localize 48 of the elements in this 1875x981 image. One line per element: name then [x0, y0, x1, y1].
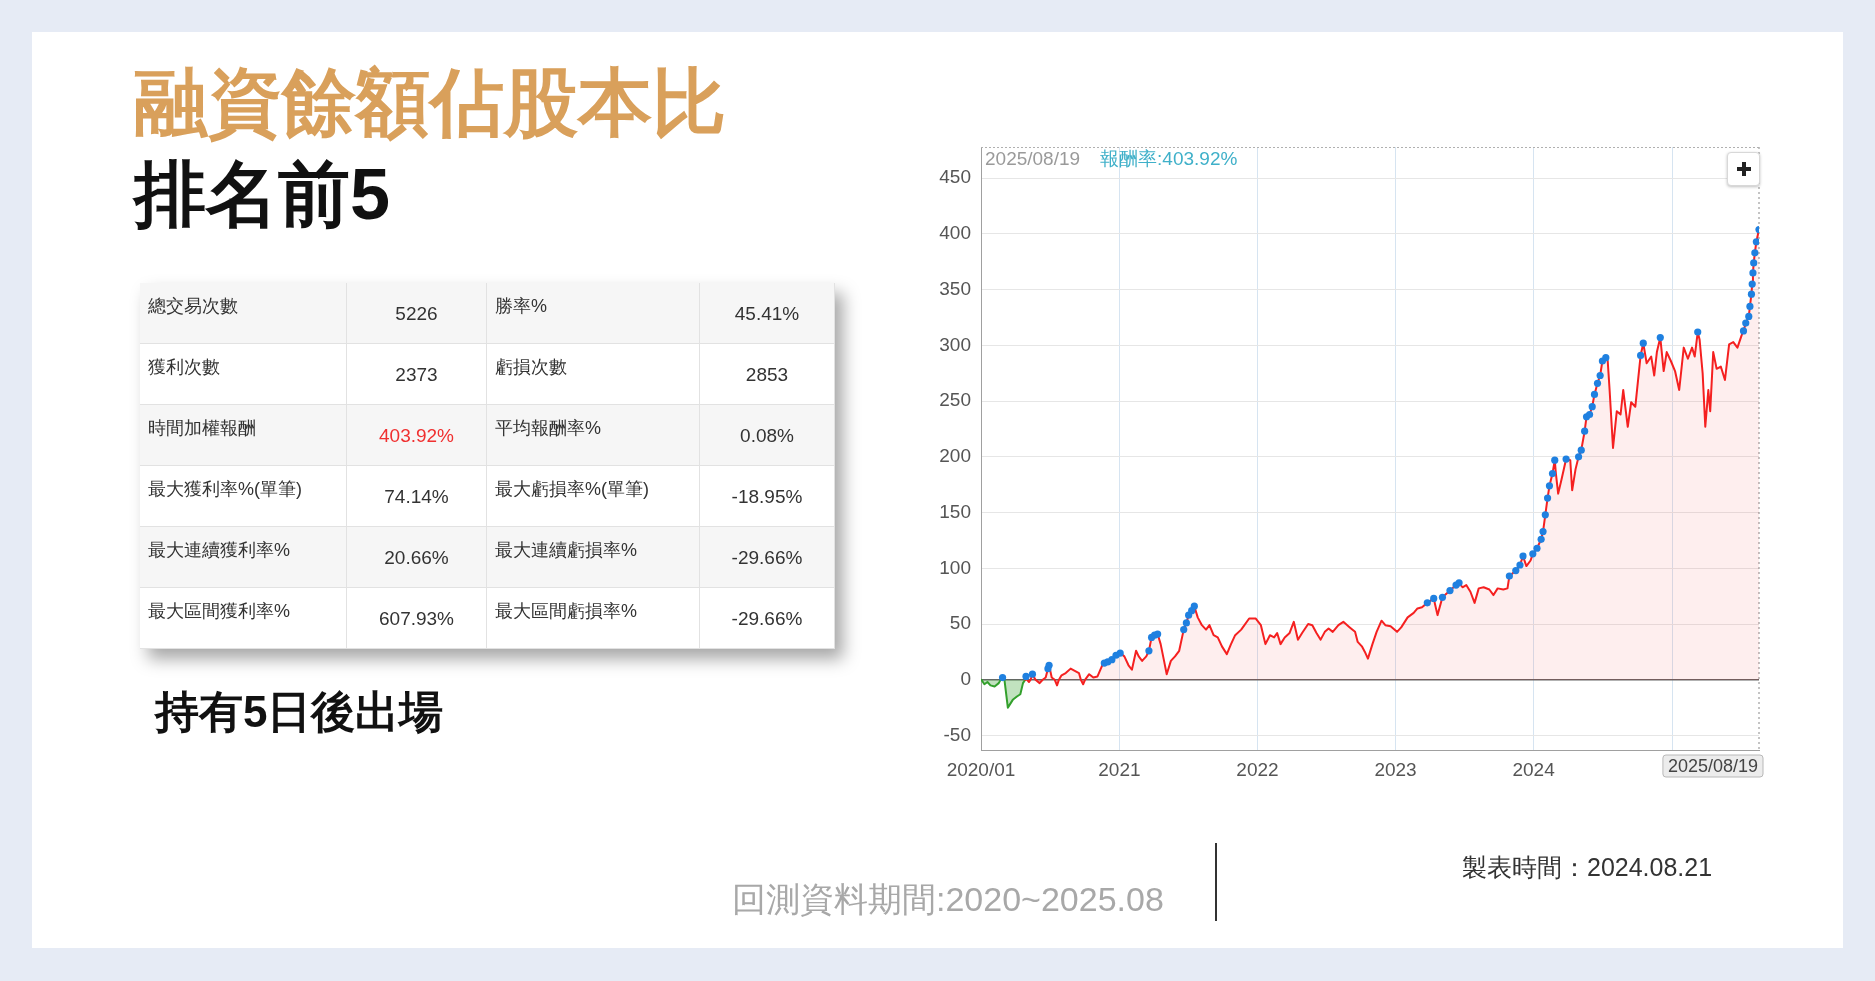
text: 403.92% — [378, 425, 455, 447]
y-tick-label: 0 — [960, 668, 971, 690]
text: 最大虧損率%(單筆) — [495, 478, 649, 501]
y-tick-label: 50 — [949, 612, 971, 634]
y-tick-label: 450 — [939, 166, 971, 188]
text: 5226 — [395, 303, 438, 325]
text: 20.66% — [384, 547, 449, 569]
y-tick-label: 150 — [939, 500, 971, 522]
text: 虧損次數 — [495, 356, 567, 379]
y-tick-label: -50 — [943, 723, 971, 745]
text: 製表時間：2024.08.21 — [1462, 853, 1713, 882]
text: 0.08% — [740, 425, 794, 447]
text: 74.14% — [384, 486, 449, 508]
text: 最大連續虧損率% — [495, 539, 638, 562]
annotation: 報酬率:403.92% — [1100, 148, 1238, 169]
y-tick-label: 400 — [939, 222, 971, 244]
text: 總交易次數 — [148, 295, 238, 318]
text: 平均報酬率% — [495, 417, 602, 440]
x-tick-label: 2021 — [1098, 758, 1141, 780]
text: 最大區間獲利率% — [148, 600, 291, 623]
text: 回測資料期間:2020~2025.08 — [732, 880, 1164, 919]
text: 持有5日後出場 — [155, 687, 444, 736]
y-tick-label: 350 — [939, 277, 971, 299]
text: 最大區間虧損率% — [495, 600, 638, 623]
text: -29.66% — [731, 547, 803, 569]
y-tick-label: 200 — [939, 445, 971, 467]
y-tick-label: 300 — [939, 333, 971, 355]
text: 2373 — [395, 364, 438, 386]
x-tick-label: 2020/01 — [946, 758, 1016, 780]
text: 獲利次數 — [148, 356, 220, 379]
text: 45.41% — [734, 303, 800, 325]
y-tick-label: 250 — [939, 389, 971, 411]
x-tick-label: 2023 — [1374, 758, 1417, 780]
text: 排名前5 — [134, 154, 391, 234]
annotation: 2025/08/19 — [985, 148, 1081, 169]
y-tick-label: 100 — [939, 556, 971, 578]
x-tick-label: 2022 — [1236, 758, 1279, 780]
text: 最大獲利率%(單筆) — [148, 478, 302, 501]
text: 融資餘額佔股本比 — [134, 61, 726, 144]
text: 最大連續獲利率% — [148, 539, 291, 562]
text: -18.95% — [731, 486, 803, 508]
ref-line-label: 2025/08/19 — [1667, 755, 1758, 776]
text: 2853 — [745, 364, 789, 386]
text: 勝率% — [495, 295, 548, 318]
text: -29.66% — [731, 608, 803, 630]
text: 607.93% — [378, 608, 455, 630]
text: 時間加權報酬 — [148, 417, 256, 440]
x-tick-label: 2024 — [1512, 758, 1556, 780]
